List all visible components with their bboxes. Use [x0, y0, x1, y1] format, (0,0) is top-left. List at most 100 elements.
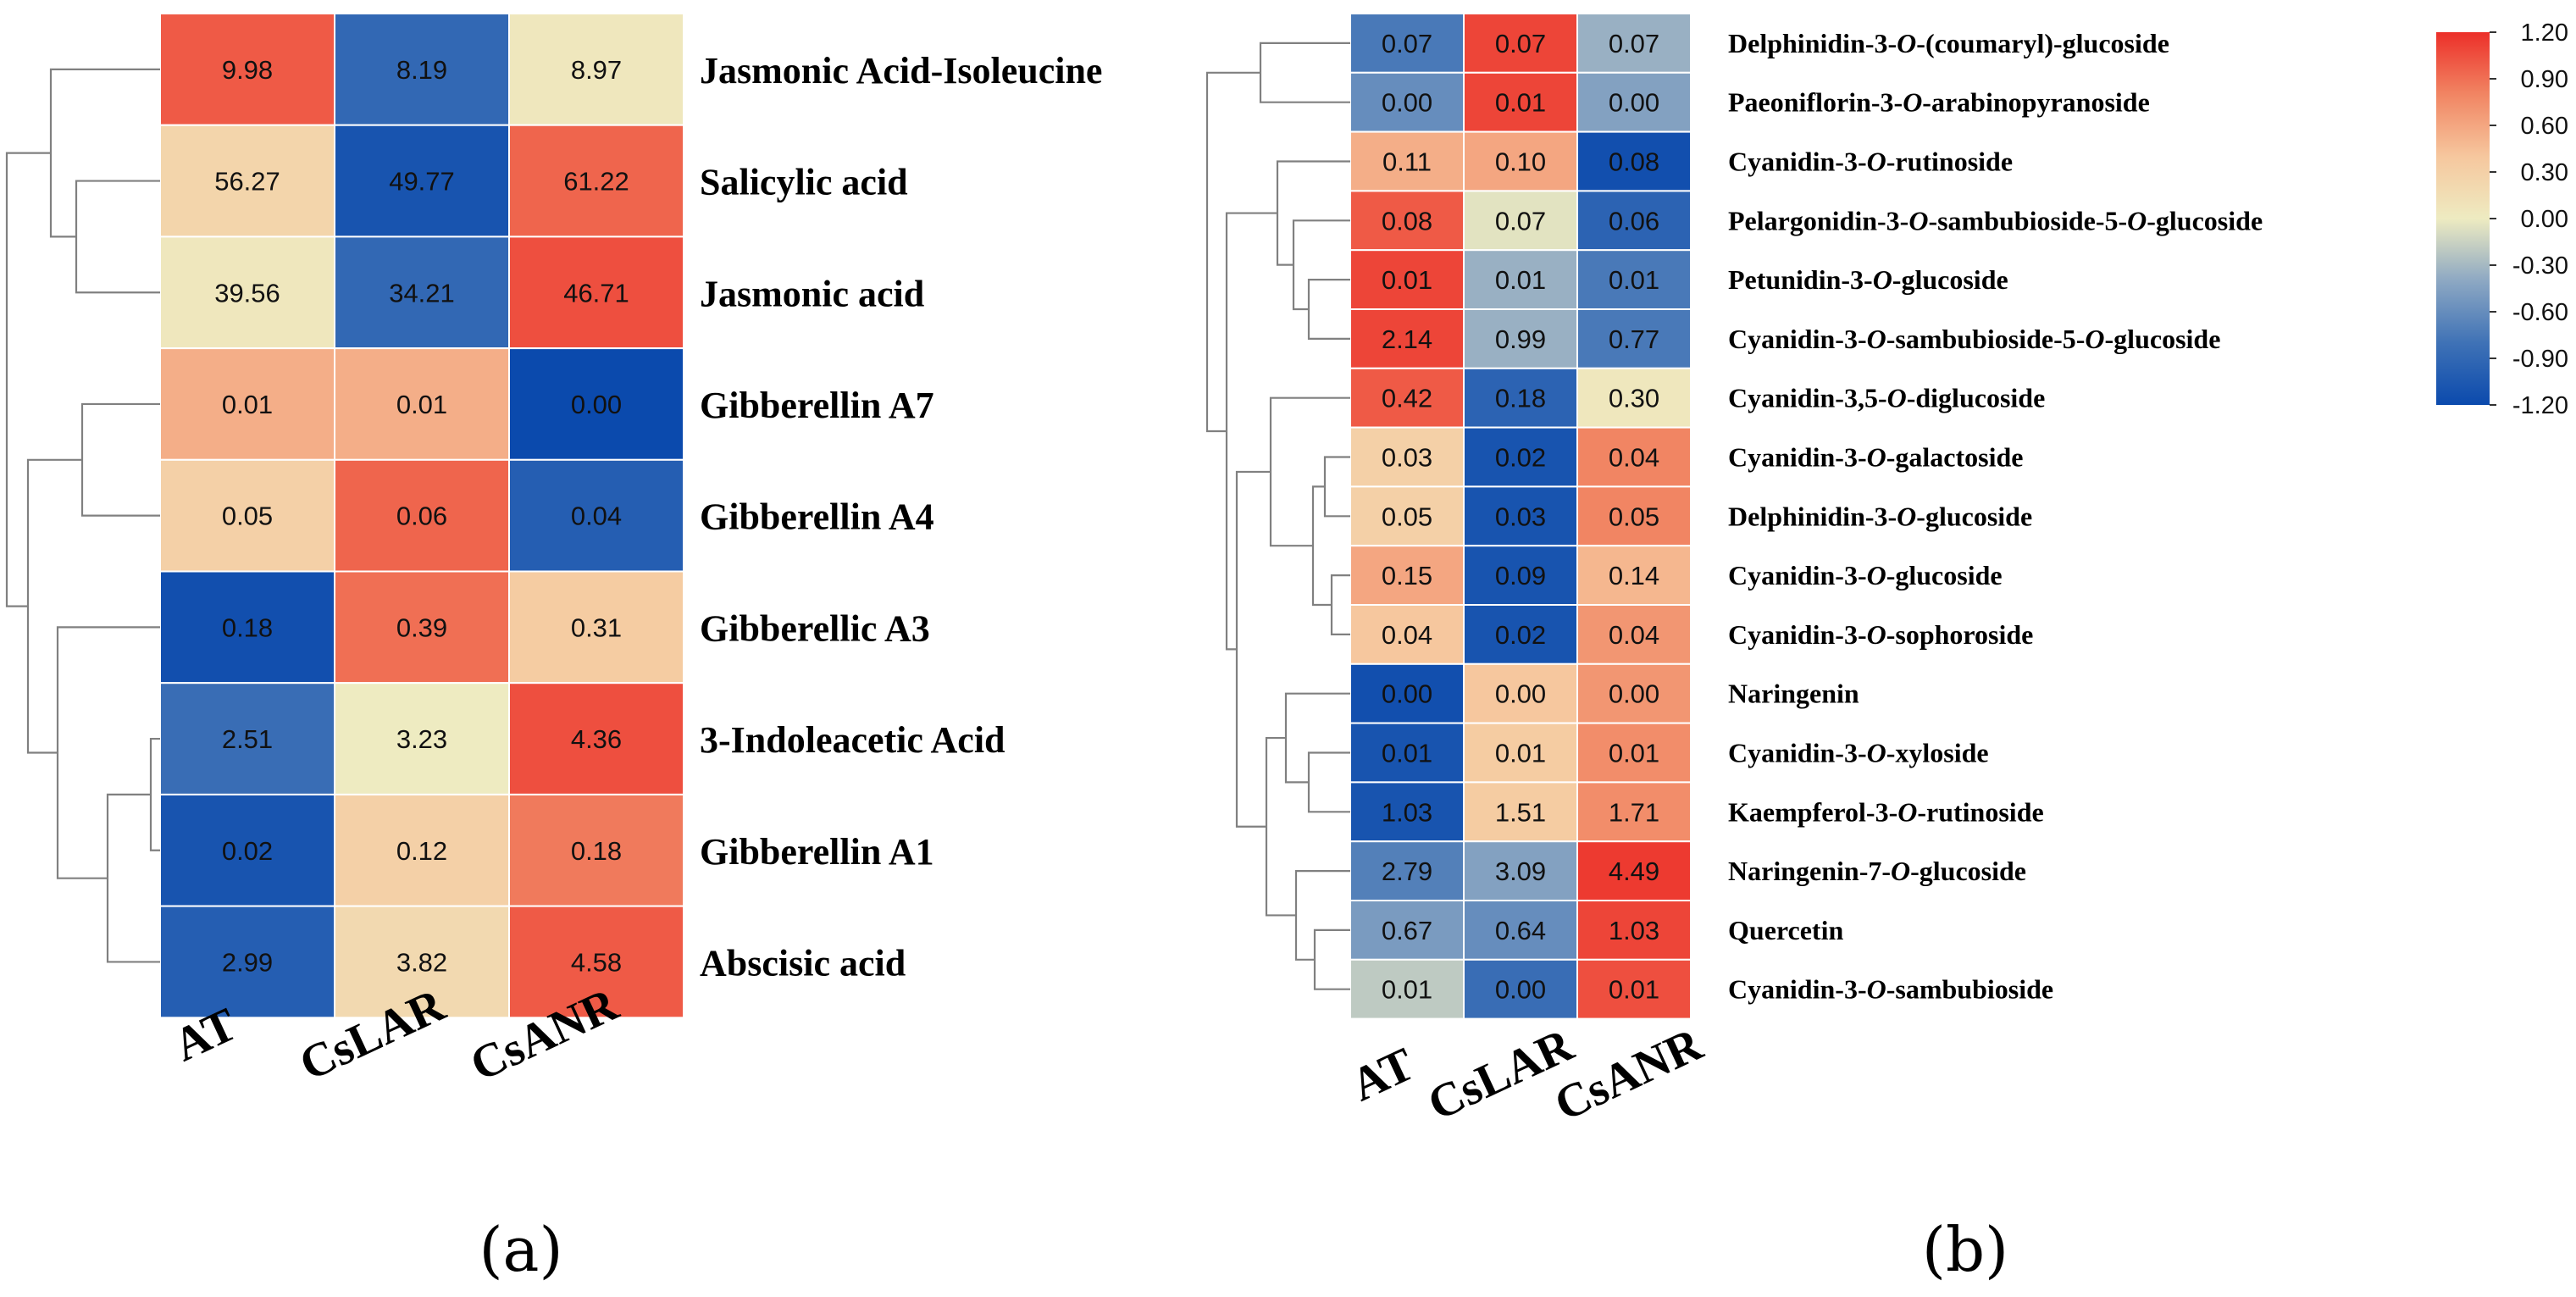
- heatmap-b-cell-value: 1.51: [1495, 797, 1546, 827]
- dendrogram-b-branch: [1323, 456, 1350, 518]
- color-legend-tick-label: 0.90: [2521, 66, 2568, 93]
- heatmap-a-cell: [508, 347, 684, 461]
- heatmap-a-cell-value: 0.39: [396, 612, 447, 642]
- heatmap-b-cell: [1576, 662, 1692, 724]
- heatmap-a: 9.98 8.19 8.97 Jasmonic Acid-Isoleucine 56.2…: [159, 13, 1102, 1019]
- heatmap-a-cell-value: 46.71: [563, 278, 629, 308]
- heatmap-b-cell-value: 0.64: [1495, 916, 1546, 945]
- heatmap-a-cell-value: 4.58: [571, 947, 622, 977]
- heatmap-b-row-label: Delphinidin-3-O-glucoside: [1728, 501, 2032, 531]
- row-label-part: Cyanidin-3,5-: [1728, 383, 1887, 413]
- row-label-part: O: [1867, 324, 1886, 354]
- row-label-part: O: [1897, 501, 1916, 531]
- heatmap-a-cell-value: 2.51: [222, 724, 273, 754]
- heatmap-a-cell-value: 0.00: [571, 390, 622, 419]
- heatmap-a-cell-value: 0.18: [571, 836, 622, 866]
- heatmap-b-cell-value: 0.01: [1495, 739, 1546, 768]
- panel-label-a: (a): [479, 1214, 562, 1285]
- row-label-part: Cyanidin-3-: [1728, 974, 1867, 1005]
- row-label-part: O: [1867, 442, 1886, 473]
- heatmap-b-cell-value: 0.04: [1382, 620, 1432, 650]
- dendrogram-b-branch: [1276, 160, 1350, 266]
- heatmap-b-cell: [1576, 840, 1692, 902]
- heatmap-b-cell-value: 0.01: [1609, 739, 1659, 768]
- heatmap-b-cell: [1349, 958, 1465, 1020]
- heatmap-b-cell-value: 2.14: [1382, 324, 1432, 354]
- heatmap-a-cell-value: 8.97: [571, 55, 622, 85]
- heatmap-a-cell: [159, 682, 335, 795]
- row-label-part: -glucoside: [1910, 856, 2026, 886]
- heatmap-a-cell: [159, 347, 335, 461]
- heatmap-a-row-label: Salicylic acid: [700, 162, 908, 203]
- heatmap-b-row-label: Cyanidin-3-O-galactoside: [1728, 442, 2023, 473]
- row-label-part: Petunidin-3-: [1728, 264, 1873, 295]
- heatmap-b-cell-value: 0.05: [1382, 502, 1432, 531]
- heatmap-b-row-label: Cyanidin-3-O-sophoroside: [1728, 619, 2033, 650]
- row-label-part: -glucoside: [1886, 560, 2003, 590]
- heatmap-a-cell-value: 0.01: [222, 390, 273, 419]
- heatmap-b-cell: [1576, 722, 1692, 784]
- heatmap-a-cell: [508, 793, 684, 907]
- heatmap-a-cell-value: 61.22: [563, 167, 629, 197]
- dendrogram-b-branch: [1330, 574, 1350, 635]
- heatmap-b-cell: [1463, 308, 1578, 369]
- heatmap-b-cell-value: 0.04: [1609, 443, 1659, 473]
- dendrogram-b-branch: [1265, 736, 1296, 917]
- row-label-part: O: [2127, 205, 2147, 236]
- row-label-part: -sophoroside: [1886, 619, 2034, 650]
- heatmap-b-column-label: CsANR: [1547, 1018, 1710, 1132]
- color-legend-tick-label: 1.20: [2521, 19, 2568, 47]
- heatmap-b-cell-value: 0.05: [1609, 502, 1659, 531]
- heatmap-b-cell-value: 0.02: [1495, 620, 1546, 650]
- heatmap-a-cell-value: 8.19: [396, 55, 447, 85]
- heatmap-b-cell-value: 0.07: [1495, 206, 1546, 236]
- heatmap-a-cell-value: 0.04: [571, 502, 622, 531]
- row-label-part: Naringenin: [1728, 679, 1859, 709]
- heatmap-b-cell-value: 1.03: [1382, 797, 1432, 827]
- heatmap-b-cell: [1576, 190, 1692, 252]
- dendrogram-a-branch: [80, 402, 160, 517]
- heatmap-b-cell-value: 4.49: [1609, 856, 1659, 886]
- color-legend-tick-label: -0.30: [2512, 252, 2568, 280]
- heatmap-b-cell-value: 1.03: [1609, 916, 1659, 945]
- heatmap-a-row-label: 3-Indoleacetic Acid: [700, 719, 1005, 761]
- heatmap-b-row-label: Cyanidin-3-O-glucoside: [1728, 560, 2003, 590]
- heatmap-b-cell: [1576, 13, 1692, 74]
- heatmap-b-cell-value: 0.10: [1495, 147, 1546, 177]
- row-label-part: O: [1891, 856, 1910, 886]
- heatmap-b-cell: [1576, 545, 1692, 607]
- row-label-part: Cyanidin-3-: [1728, 147, 1867, 177]
- heatmap-b-row-label: Petunidin-3-O-glucoside: [1728, 264, 2008, 295]
- heatmap-b-cell-value: 0.01: [1609, 265, 1659, 295]
- heatmap-a-cell-value: 2.99: [222, 947, 273, 977]
- heatmap-b-cell-value: 0.08: [1609, 147, 1659, 177]
- dendrogram-b: [1205, 42, 1350, 990]
- heatmap-b-row-label: Naringenin-7-O-glucoside: [1728, 856, 2026, 886]
- heatmap-b-cell: [1463, 190, 1578, 252]
- row-label-part: O: [2085, 324, 2104, 354]
- dendrogram-b-branch: [1307, 751, 1350, 813]
- heatmap-b-cell-value: 0.01: [1382, 739, 1432, 768]
- color-legend-tick-label: 0.00: [2521, 206, 2568, 233]
- row-label-part: Cyanidin-3-: [1728, 560, 1867, 590]
- heatmap-b-cell: [1576, 130, 1692, 192]
- heatmap-a-cell: [334, 682, 510, 795]
- row-label-part: Cyanidin-3-: [1728, 738, 1867, 768]
- heatmap-b-cell-value: 0.04: [1609, 620, 1659, 650]
- heatmap-b-cell: [1349, 604, 1465, 665]
- heatmap-b-row-label: Quercetin: [1728, 915, 1843, 945]
- heatmap-b-cell-value: 0.00: [1382, 88, 1432, 118]
- heatmap-b-column-label: AT: [1343, 1038, 1422, 1111]
- row-label-part: Pelargonidin-3-: [1728, 205, 1908, 236]
- row-label-part: Cyanidin-3-: [1728, 442, 1867, 473]
- heatmap-b-row-label: Cyanidin-3,5-O-diglucoside: [1728, 383, 2045, 413]
- heatmap-b-row-label: Naringenin: [1728, 679, 1859, 709]
- row-label-part: Naringenin-7-: [1728, 856, 1891, 886]
- dendrogram-a-branch: [5, 152, 51, 607]
- heatmap-a-cell-value: 4.36: [571, 724, 622, 754]
- heatmap-b-cell: [1576, 367, 1692, 429]
- heatmap-b-cell-value: 0.30: [1609, 384, 1659, 413]
- heatmap-a-cell-value: 3.23: [396, 724, 447, 754]
- row-label-part: -xyloside: [1886, 738, 1989, 768]
- heatmap-b-row-label: Cyanidin-3-O-sambubioside: [1728, 974, 2053, 1005]
